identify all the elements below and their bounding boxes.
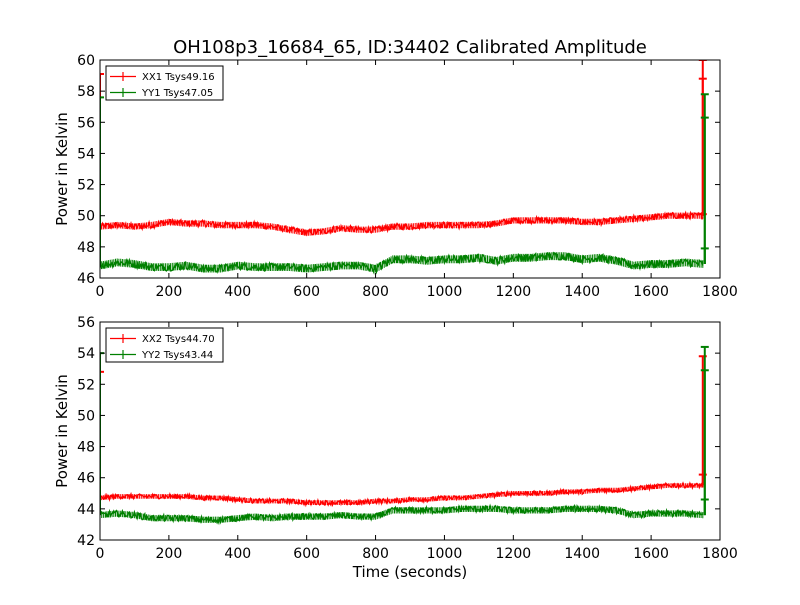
x-tick-label: 600 <box>293 546 320 562</box>
x-tick-label: 400 <box>224 546 251 562</box>
y-tick-label: 52 <box>77 377 95 393</box>
x-tick-label: 400 <box>224 284 251 300</box>
x-tick-label: 1400 <box>564 546 600 562</box>
x-tick-label: 800 <box>362 284 389 300</box>
series-error-bars <box>100 505 704 523</box>
y-tick-label: 48 <box>77 440 95 456</box>
y-tick-label: 60 <box>77 53 95 69</box>
legend-entry-label: YY2 Tsys43.44 <box>141 350 213 361</box>
legend: XX2 Tsys44.70 YY2 Tsys43.44 <box>105 327 224 363</box>
plot-frame <box>99 321 721 541</box>
x-tick-label: 200 <box>156 546 183 562</box>
legend-box <box>105 65 224 101</box>
y-tick-label: 46 <box>77 471 95 487</box>
figure-title: OH108p3_16684_65, ID:34402 Calibrated Am… <box>173 37 647 58</box>
x-tick-label: 1200 <box>496 284 532 300</box>
y-axis-label: Power in Kelvin <box>53 374 71 488</box>
x-tick-label: 1400 <box>564 284 600 300</box>
plot-frame <box>99 59 721 279</box>
series-1-group <box>100 355 707 508</box>
legend-entry-label: YY1 Tsys47.05 <box>141 88 213 99</box>
x-tick-label: 1600 <box>633 284 669 300</box>
series-2-group <box>100 345 709 526</box>
x-tick-label: 200 <box>156 284 183 300</box>
x-tick-label: 1800 <box>702 284 738 300</box>
legend: XX1 Tsys49.16 YY1 Tsys47.05 <box>105 65 224 101</box>
legend-box <box>105 327 224 363</box>
y-tick-label: 46 <box>77 271 95 287</box>
y-tick-label: 52 <box>77 178 95 194</box>
y-tick-label: 56 <box>77 315 95 331</box>
x-tick-label: 1000 <box>427 284 463 300</box>
y-tick-label: 48 <box>77 240 95 256</box>
y-tick-label: 42 <box>77 533 95 549</box>
y-tick-label: 58 <box>77 84 95 100</box>
y-tick-label: 50 <box>77 408 95 424</box>
x-axis-label: Time (seconds) <box>352 563 468 581</box>
x-tick-label: 0 <box>96 284 105 300</box>
x-tick-label: 800 <box>362 546 389 562</box>
x-tick-label: 1600 <box>633 546 669 562</box>
legend-entry-label: XX2 Tsys44.70 <box>142 334 215 345</box>
series-error-bars <box>100 252 704 273</box>
legend-entry-label: XX1 Tsys49.16 <box>142 72 215 83</box>
panels: 0 200 400 600 800 1000 1200 1400 1600 18004648505… <box>53 53 738 562</box>
x-tick-label: 1000 <box>427 546 463 562</box>
series-error-bars <box>100 483 704 505</box>
chart-panel-1: 0 200 400 600 800 1000 1200 1400 1600 1800 46 48 50 5… <box>53 53 738 300</box>
series-2-group <box>100 93 709 275</box>
x-tick-label: 0 <box>96 546 105 562</box>
x-tick-label: 600 <box>293 284 320 300</box>
x-tick-label: 1800 <box>702 546 738 562</box>
x-tick-label: 1200 <box>496 546 532 562</box>
y-tick-label: 56 <box>77 115 95 131</box>
y-axis-label: Power in Kelvin <box>53 112 71 226</box>
chart-panel-2: 0 200 400 600 800 1000 1200 1400 1600 1800 42 44 46 4… <box>53 315 738 562</box>
y-tick-label: 50 <box>77 209 95 225</box>
y-tick-label: 54 <box>77 346 95 362</box>
y-tick-label: 44 <box>77 502 95 518</box>
series-error-bars <box>100 212 704 236</box>
series-1-group <box>100 60 707 237</box>
y-tick-label: 54 <box>77 146 95 162</box>
